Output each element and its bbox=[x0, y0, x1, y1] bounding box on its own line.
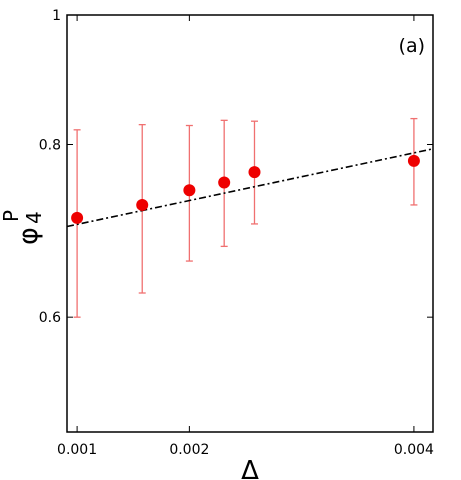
panel-annotation: (a) bbox=[399, 35, 425, 57]
y-tick-label: 0.6 bbox=[39, 310, 61, 326]
y-axis-label: φ 4 P bbox=[0, 210, 46, 245]
y-axis-label-symbol: φ bbox=[13, 227, 44, 245]
x-tick-label: 0.001 bbox=[57, 442, 97, 458]
data-point bbox=[183, 184, 196, 197]
data-point bbox=[218, 176, 231, 189]
data-points bbox=[71, 154, 420, 224]
fit-line-group bbox=[66, 148, 434, 228]
y-axis-label-subscript: 4 bbox=[22, 211, 46, 224]
data-point bbox=[407, 154, 420, 167]
data-point bbox=[248, 166, 261, 179]
y-top-tick-label: 1 bbox=[52, 8, 61, 24]
plot-frame bbox=[66, 14, 434, 433]
x-axis-label: Δ bbox=[241, 456, 259, 480]
y-axis-label-superscript: P bbox=[0, 210, 23, 222]
axis-ticks: 0.001 0.002 0.004 0.6 0.8 bbox=[39, 15, 434, 458]
x-tick-label: 0.004 bbox=[394, 442, 434, 458]
data-point bbox=[136, 198, 149, 211]
data-point bbox=[71, 211, 84, 224]
fit-line bbox=[66, 148, 434, 228]
y-tick-label: 0.8 bbox=[39, 138, 61, 154]
error-bars bbox=[73, 117, 418, 318]
x-tick-label: 0.002 bbox=[169, 442, 209, 458]
